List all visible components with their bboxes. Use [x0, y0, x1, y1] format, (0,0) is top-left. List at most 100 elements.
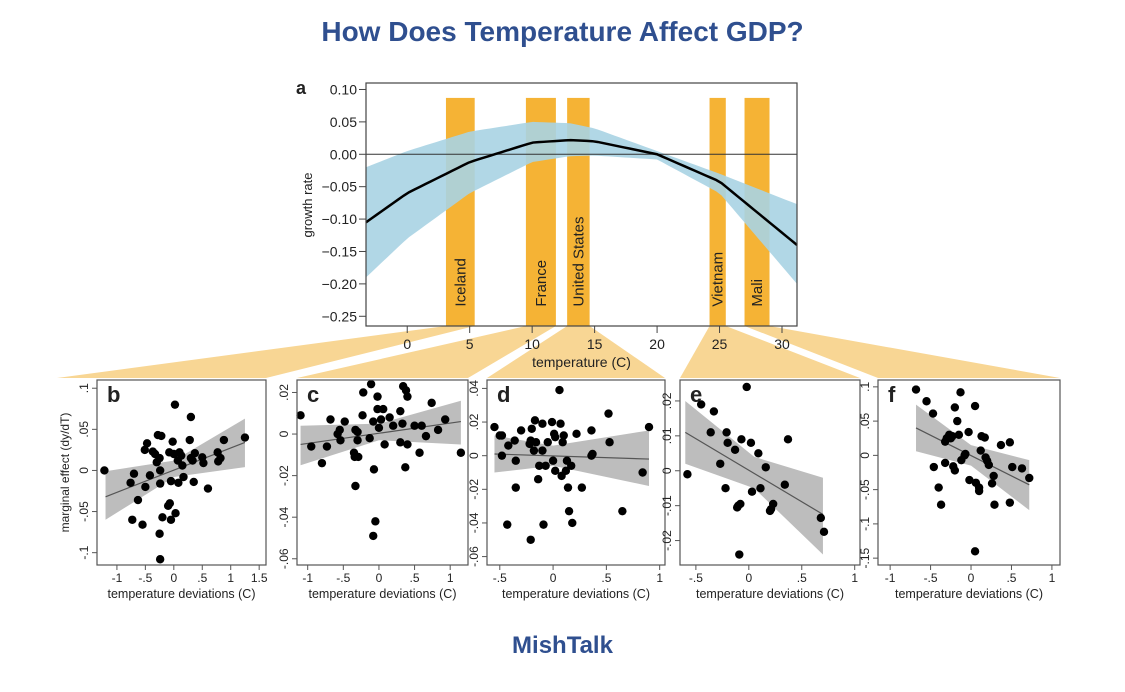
panel-frame — [679, 379, 861, 566]
panel-letter: d — [497, 382, 510, 407]
x-tick-label: -.5 — [924, 571, 938, 585]
data-point — [929, 462, 939, 472]
data-point — [1025, 473, 1034, 483]
x-tick-label: .5 — [1006, 571, 1016, 585]
data-point — [561, 466, 571, 476]
data-point — [373, 392, 382, 401]
y-tick-label: -.02 — [277, 465, 291, 486]
data-point — [365, 434, 374, 443]
country-label: United States — [570, 216, 587, 306]
data-point — [129, 469, 139, 478]
x-tick-label: -.5 — [336, 571, 350, 585]
data-point — [940, 458, 950, 468]
y-tick-label: .1 — [858, 382, 872, 392]
data-point — [551, 466, 560, 476]
data-point — [644, 422, 654, 432]
data-point — [353, 427, 362, 437]
x-axis-label: temperature (C) — [532, 354, 631, 370]
country-bar — [709, 97, 726, 327]
fit-line — [494, 453, 650, 460]
y-tick-label: 0.10 — [330, 81, 357, 97]
data-point — [133, 495, 143, 505]
y-tick-label: -.01 — [660, 495, 674, 516]
data-point — [396, 406, 405, 416]
x-axis-label: temperature deviations (C) — [696, 587, 844, 601]
y-tick-label: .02 — [467, 413, 481, 430]
data-point — [511, 456, 520, 465]
data-point — [535, 461, 544, 470]
data-point — [559, 431, 568, 440]
y-tick-label: .05 — [858, 412, 872, 429]
data-point — [953, 416, 962, 426]
data-point — [980, 433, 989, 442]
data-point — [511, 483, 520, 492]
data-point — [503, 520, 512, 529]
data-point — [732, 503, 742, 512]
funnel-united-states — [487, 326, 665, 378]
x-tick-label: .5 — [601, 571, 611, 585]
panel-background — [878, 380, 1060, 565]
data-point — [155, 479, 165, 488]
data-point — [568, 518, 577, 528]
y-tick-label: -.06 — [467, 546, 481, 567]
data-point — [322, 442, 332, 451]
data-point — [948, 431, 957, 441]
y-tick-label: .02 — [277, 384, 291, 401]
data-point — [170, 400, 180, 409]
data-point — [970, 547, 980, 556]
data-point — [819, 527, 829, 537]
data-point — [188, 456, 197, 465]
y-axis-label: marginal effect (dy/dT) — [58, 413, 72, 533]
data-point — [171, 509, 180, 518]
data-point — [723, 438, 732, 448]
data-point — [556, 419, 565, 428]
panel-frame — [486, 379, 666, 566]
data-point — [1005, 498, 1015, 507]
data-point — [510, 436, 519, 445]
x-tick-label: 10 — [524, 336, 540, 352]
data-point — [696, 400, 706, 409]
data-point — [516, 426, 526, 435]
data-point — [388, 421, 398, 430]
data-point — [558, 438, 567, 447]
x-tick-label: .5 — [797, 571, 807, 585]
x-tick-label: 25 — [712, 336, 728, 352]
x-axis-label: temperature deviations (C) — [108, 587, 256, 601]
data-point — [683, 470, 692, 479]
data-point — [961, 449, 970, 459]
y-tick-label: .1 — [77, 383, 91, 393]
data-point — [351, 481, 360, 491]
data-point — [996, 440, 1006, 450]
x-tick-label: -1 — [885, 571, 896, 585]
funnel-iceland — [57, 326, 475, 378]
data-point — [417, 421, 426, 430]
data-point — [970, 401, 980, 411]
y-tick-label: -.02 — [467, 479, 481, 500]
data-point — [441, 415, 450, 424]
data-point — [178, 461, 187, 470]
data-point — [737, 435, 746, 444]
x-tick-label: -.5 — [689, 571, 703, 585]
y-tick-label: -.1 — [858, 517, 872, 531]
data-point — [539, 520, 548, 529]
data-point — [203, 484, 213, 493]
data-point — [354, 452, 363, 462]
x-tick-label: 1.5 — [251, 571, 268, 585]
confidence-band — [366, 121, 797, 284]
data-point — [922, 397, 931, 406]
y-tick-label: -.06 — [277, 548, 291, 569]
data-point — [954, 430, 964, 440]
data-point — [427, 398, 436, 408]
data-point — [403, 392, 412, 401]
data-point — [530, 416, 540, 425]
data-point — [742, 382, 751, 392]
y-tick-label: 0.00 — [330, 146, 357, 162]
y-tick-label: 0 — [660, 467, 674, 474]
data-point — [369, 465, 379, 474]
data-point — [756, 484, 765, 493]
x-tick-label: 5 — [466, 336, 474, 352]
data-point — [421, 431, 431, 441]
x-tick-label: .5 — [197, 571, 207, 585]
funnel-vietnam — [680, 326, 860, 378]
